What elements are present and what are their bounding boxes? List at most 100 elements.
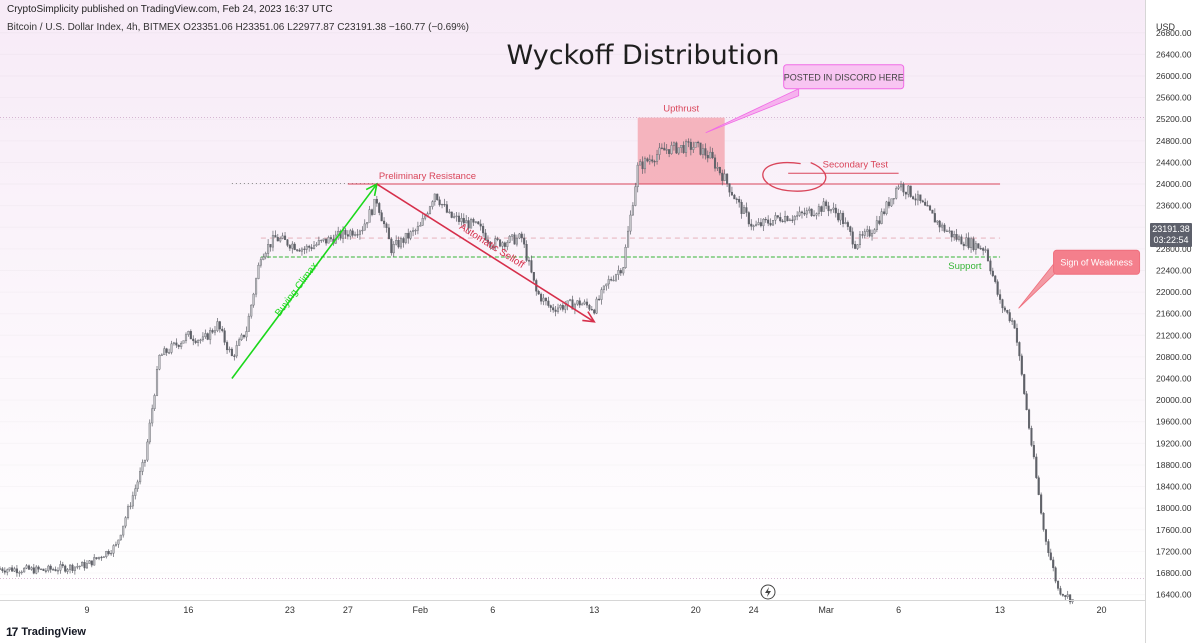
candle-body [1049,552,1052,561]
candle-body [1044,529,1048,542]
candle-body [955,234,958,240]
y-tick-label: 24800.00 [1156,136,1192,146]
candle-body [605,283,608,287]
candle-body [155,369,159,396]
candle-body [904,191,907,195]
candle-body [20,571,23,573]
lightning-icon[interactable] [760,584,776,600]
candle-body [491,245,494,248]
candle-body [861,234,864,236]
candle-body [228,348,231,351]
candle-body [697,141,700,144]
candle-body [953,234,956,238]
candle-body [286,239,289,246]
candle-body [498,239,502,247]
candle-body [412,230,415,232]
tradingview-brand: TradingView [21,626,86,638]
candle-body [503,242,506,247]
candle-body [622,267,625,274]
candle-body [631,205,634,216]
candle-body [416,226,419,231]
candle-body [105,551,108,558]
candle-body [513,234,516,245]
discord-callout-box[interactable] [783,64,905,90]
candle-body [112,545,115,554]
candle-body [213,330,217,333]
candle-body [460,217,463,222]
y-tick-label: 22400.00 [1156,265,1192,275]
candle-body [1069,594,1072,603]
candle-body [25,565,28,569]
candle-body [30,567,33,570]
x-tick-label: 23 [285,605,295,615]
candle-body [344,229,347,235]
candle-body [131,495,134,507]
candle-body [868,229,871,237]
candle-body [197,340,200,343]
candle-body [484,232,487,241]
tradingview-logo[interactable]: 17 TradingView [6,625,86,639]
candle-body [433,193,436,202]
candle-body [407,232,410,239]
y-tick-label: 19200.00 [1156,438,1192,448]
candle-body [614,274,618,281]
bar-countdown: 03:22:54 [1153,235,1189,245]
candle-body [962,243,965,247]
candle-body [733,194,736,200]
candle-body [837,212,840,221]
candle-body [634,186,637,206]
candle-body [643,158,647,170]
candle-body [912,196,915,200]
candle-body [102,556,105,558]
candle-body [909,185,912,197]
candle-body [716,167,719,169]
candle-body [885,201,888,214]
candle-body [1023,374,1026,394]
candle-body [409,231,412,239]
candle-body [1032,445,1035,458]
candle-body [27,565,31,570]
candle-body [672,142,676,146]
candle-body [559,305,562,309]
candle-body [815,213,818,216]
candle-body [972,238,975,250]
candle-body [1040,494,1043,514]
candle-body [999,294,1002,300]
weakness-callout-box[interactable] [1053,249,1141,275]
candle-body [747,212,750,225]
x-tick-label: 24 [749,605,759,615]
candle-body [1056,580,1060,589]
candle-body [8,567,11,570]
candle-body [1025,393,1028,411]
candle-body [66,569,69,572]
candle-body [639,161,642,166]
buying-climax-line [231,183,378,380]
candle-body [482,225,485,234]
candle-body [924,201,927,206]
candle-body [83,562,86,569]
x-tick-label: 13 [589,605,599,615]
candle-body [201,336,204,341]
candle-body [3,570,6,573]
candle-body [438,199,441,206]
candle-body [267,244,270,254]
candle-body [996,281,999,295]
weakness-callout-label: Sign of Weakness [1060,257,1133,267]
candle-body [298,249,301,252]
candle-body [445,204,448,213]
candles [0,138,1074,605]
candle-body [863,231,866,236]
symbol-info[interactable]: Bitcoin / U.S. Dollar Index, 4h, BITMEX … [7,22,469,33]
candle-body [204,333,207,338]
candle-body [713,157,717,169]
candle-body [192,338,195,342]
candle-body [134,488,137,496]
automatic-selloff-line [376,183,595,323]
candle-body [81,562,84,567]
candle-body [726,173,729,184]
candle-body [916,194,919,201]
candle-body [1037,477,1040,495]
candle-body [366,222,369,225]
candle-body [385,223,388,228]
